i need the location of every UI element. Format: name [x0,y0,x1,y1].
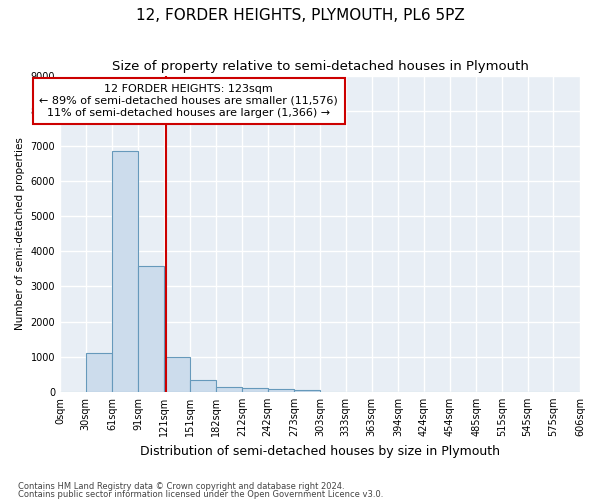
Bar [268,389,294,392]
Bar [190,380,216,392]
Y-axis label: Number of semi-detached properties: Number of semi-detached properties [15,137,25,330]
Title: Size of property relative to semi-detached houses in Plymouth: Size of property relative to semi-detach… [112,60,529,73]
Bar [216,386,242,392]
Bar [242,388,268,392]
Bar [86,353,112,392]
Bar [164,356,190,392]
X-axis label: Distribution of semi-detached houses by size in Plymouth: Distribution of semi-detached houses by … [140,444,500,458]
Bar [112,151,138,392]
Text: 12, FORDER HEIGHTS, PLYMOUTH, PL6 5PZ: 12, FORDER HEIGHTS, PLYMOUTH, PL6 5PZ [136,8,464,22]
Bar [294,390,320,392]
Text: Contains public sector information licensed under the Open Government Licence v3: Contains public sector information licen… [18,490,383,499]
Text: Contains HM Land Registry data © Crown copyright and database right 2024.: Contains HM Land Registry data © Crown c… [18,482,344,491]
Bar [138,266,164,392]
Text: 12 FORDER HEIGHTS: 123sqm
← 89% of semi-detached houses are smaller (11,576)
11%: 12 FORDER HEIGHTS: 123sqm ← 89% of semi-… [40,84,338,117]
